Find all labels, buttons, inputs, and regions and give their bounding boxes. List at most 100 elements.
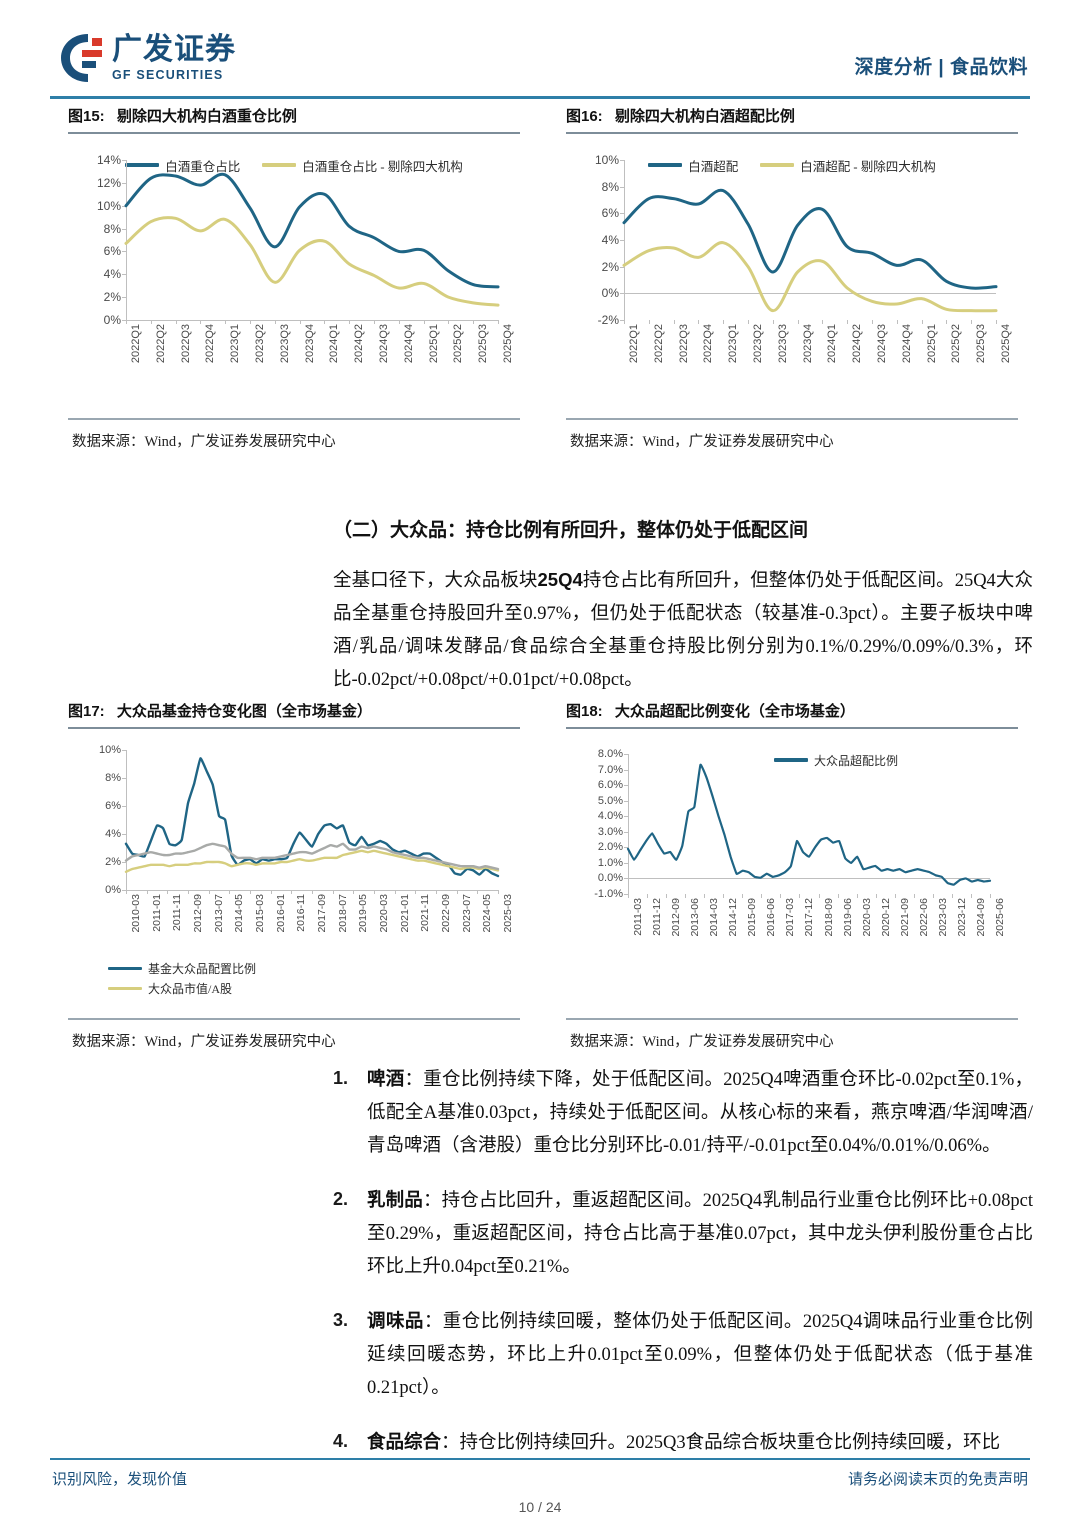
list-item-3-run-0: 食品综合 [367, 1431, 442, 1452]
list-item: 2. 乳制品：持仓占比回升，重返超配区间。2025Q4乳制品行业重仓比例环比+0.… [333, 1183, 1033, 1284]
x-axis-tick [274, 320, 276, 324]
y-axis-tick-label: 0.0% [597, 872, 623, 885]
x-axis-tick [723, 320, 725, 324]
x-axis-tick-label: 2012-09 [192, 894, 204, 933]
x-axis-tick [167, 890, 169, 894]
legend-item-1: 白酒超配 - 剔除四大机构 [760, 156, 936, 175]
x-axis-tick [698, 320, 700, 324]
list-item-text: 食品综合：持仓比例持续回升。2025Q3食品综合板块重仓比例持续回暖，环比 [367, 1425, 1033, 1460]
y-axis-tick [122, 274, 126, 276]
legend-swatch-icon [262, 163, 297, 167]
footer-slogan: 识别风险，发现价值 [52, 1471, 188, 1488]
y-axis-tick-label: 4% [601, 233, 619, 247]
gf-securities-logo: 广发证券 GF SECURITIES [58, 32, 236, 84]
section-paragraph: 全基口径下，大众品板块25Q4持仓占比有所回升，但整体仍处于低配区间。25Q4大… [333, 563, 1033, 697]
y-axis-tick [620, 213, 624, 215]
y-axis-tick-label: -2% [597, 313, 619, 327]
x-axis-tick-label: 2016-11 [295, 894, 308, 932]
y-axis-tick [620, 186, 624, 188]
x-axis-tick [818, 894, 820, 898]
legend-item-0: 基金大众品配置比例 [108, 960, 256, 977]
y-axis-tick [122, 778, 126, 779]
figure-15-legend: 白酒重仓占比 白酒重仓占比 - 剔除四大机构 [68, 152, 520, 178]
x-axis-tick [970, 894, 972, 898]
x-axis-tick-label: 2011-03 [632, 898, 644, 936]
list-item-1-run-1: ：持仓占比回升，重返超配区间。2025Q4乳制品行业重仓比例环比+0.08pct… [367, 1191, 1033, 1277]
analysis-list: 1. 啤酒：重仓比例持续下降，处于低配区间。2025Q4啤酒重仓环比-0.02pc… [333, 1062, 1033, 1480]
x-axis-tick-label: 2022Q2 [154, 324, 167, 364]
page-header: 广发证券 GF SECURITIES 深度分析 | 食品饮料 [50, 28, 1030, 96]
header-divider [50, 96, 1030, 99]
brand-name-cn: 广发证券 [112, 32, 236, 66]
x-axis-tick-label: 2024Q1 [328, 324, 341, 364]
figure-15-title: 图15: 剔除四大机构白酒重仓比例 [68, 108, 297, 125]
list-item-text: 调味品：重仓比例持续回暖，整体仍处于低配区间。2025Q4调味品行业重仓比例延续… [367, 1304, 1033, 1405]
chart-lines [124, 172, 500, 307]
y-axis-tick [620, 266, 624, 268]
y-axis-tick [624, 894, 628, 895]
logo-mark-icon [58, 32, 104, 84]
list-item-number: 4. [333, 1431, 349, 1451]
y-axis-tick [122, 806, 126, 807]
x-axis-tick-label: 2023-12 [955, 898, 968, 937]
x-axis-tick-label: 2025Q4 [502, 324, 514, 364]
series-line-1 [622, 241, 998, 313]
y-axis-tick-label: 0% [103, 313, 121, 327]
series-line-0 [124, 757, 500, 878]
y-axis-tick-label: 8.0% [597, 748, 623, 760]
figure-16-title-rule [566, 132, 1018, 134]
y-axis-tick-label: 6% [103, 244, 121, 259]
x-axis-tick [856, 894, 858, 898]
y-axis-tick [122, 182, 126, 184]
x-axis-tick-label: 2022Q4 [702, 324, 715, 364]
y-axis-tick [624, 816, 628, 818]
x-axis-tick [291, 890, 293, 894]
x-axis-tick-label: 2023Q3 [776, 324, 789, 364]
y-axis-tick-label: 7.0% [597, 763, 623, 776]
page-number: 10 / 24 [518, 1499, 562, 1515]
x-axis-tick [250, 320, 251, 324]
header-category-label: 深度分析 | 食品饮料 [854, 57, 1028, 78]
list-item-0-run-0: 啤酒 [367, 1068, 405, 1089]
x-axis-tick-label: 2023-07 [460, 894, 473, 933]
y-axis-tick-label: 4.0% [597, 810, 623, 823]
x-axis-tick-label: 2018-09 [822, 898, 835, 937]
list-item-1-run-0: 乳制品 [367, 1189, 423, 1210]
x-axis-tick [208, 890, 210, 894]
figure-16-plot-area: -2% 0% 2% 4% 6% 8% 10% 2022Q1 2022Q2 2022Q3 2022Q4… [595, 153, 1012, 363]
x-axis-line [126, 320, 498, 321]
x-axis-tick [229, 890, 231, 894]
x-axis-tick [799, 894, 801, 898]
list-item: 1. 啤酒：重仓比例持续下降，处于低配区间。2025Q4啤酒重仓环比-0.02pc… [333, 1062, 1033, 1163]
legend-label: 大众品超配比例 [813, 753, 898, 768]
x-axis-tick-label: 2014-12 [727, 898, 740, 937]
x-axis-tick-label: 2022Q4 [204, 324, 217, 364]
x-axis-tick [647, 894, 649, 898]
figure-15-plot-area: 0% 2% 4% 6% 8% 10% 12% 14% 2022Q1 2022Q2 2022Q3 202… [97, 153, 514, 363]
figure-18-chart: 大众品超配比例 -1.0% 0.0% 1.0% 2.0% 3.0% 4.0% 5.0% 6.0… [566, 742, 1018, 1012]
y-axis-line [126, 750, 127, 890]
x-axis-tick-label: 2023Q2 [752, 324, 764, 364]
y-axis-tick [624, 785, 628, 787]
x-axis-tick [353, 890, 355, 894]
x-axis-tick-label: 2025Q2 [950, 324, 963, 364]
y-axis-line [624, 160, 625, 320]
x-axis-tick-label: 2017-03 [784, 898, 797, 937]
y-axis-tick [624, 847, 628, 849]
x-axis-tick-label: 2022Q1 [628, 324, 640, 364]
x-axis-tick-label: 2023Q2 [254, 324, 266, 364]
section-heading: （二）大众品：持仓比例有所回升，整体仍处于低配区间 [333, 520, 809, 541]
x-axis-tick [971, 320, 973, 324]
x-axis-tick [126, 890, 127, 894]
y-axis-tick [624, 831, 628, 833]
x-axis-tick [456, 890, 458, 894]
y-axis-tick-label: 3.0% [597, 825, 623, 838]
x-axis-tick-label: 2015-03 [254, 894, 266, 933]
x-axis-tick [477, 890, 479, 894]
y-axis-tick-label: 4% [103, 267, 121, 282]
section-paragraph-run-1: 25Q4 [537, 569, 583, 590]
x-axis-tick-label: 2024Q3 [378, 324, 390, 364]
legend-swatch-icon [125, 163, 160, 167]
x-axis-tick [250, 890, 251, 894]
x-axis-tick-label: 2023Q1 [727, 324, 740, 364]
